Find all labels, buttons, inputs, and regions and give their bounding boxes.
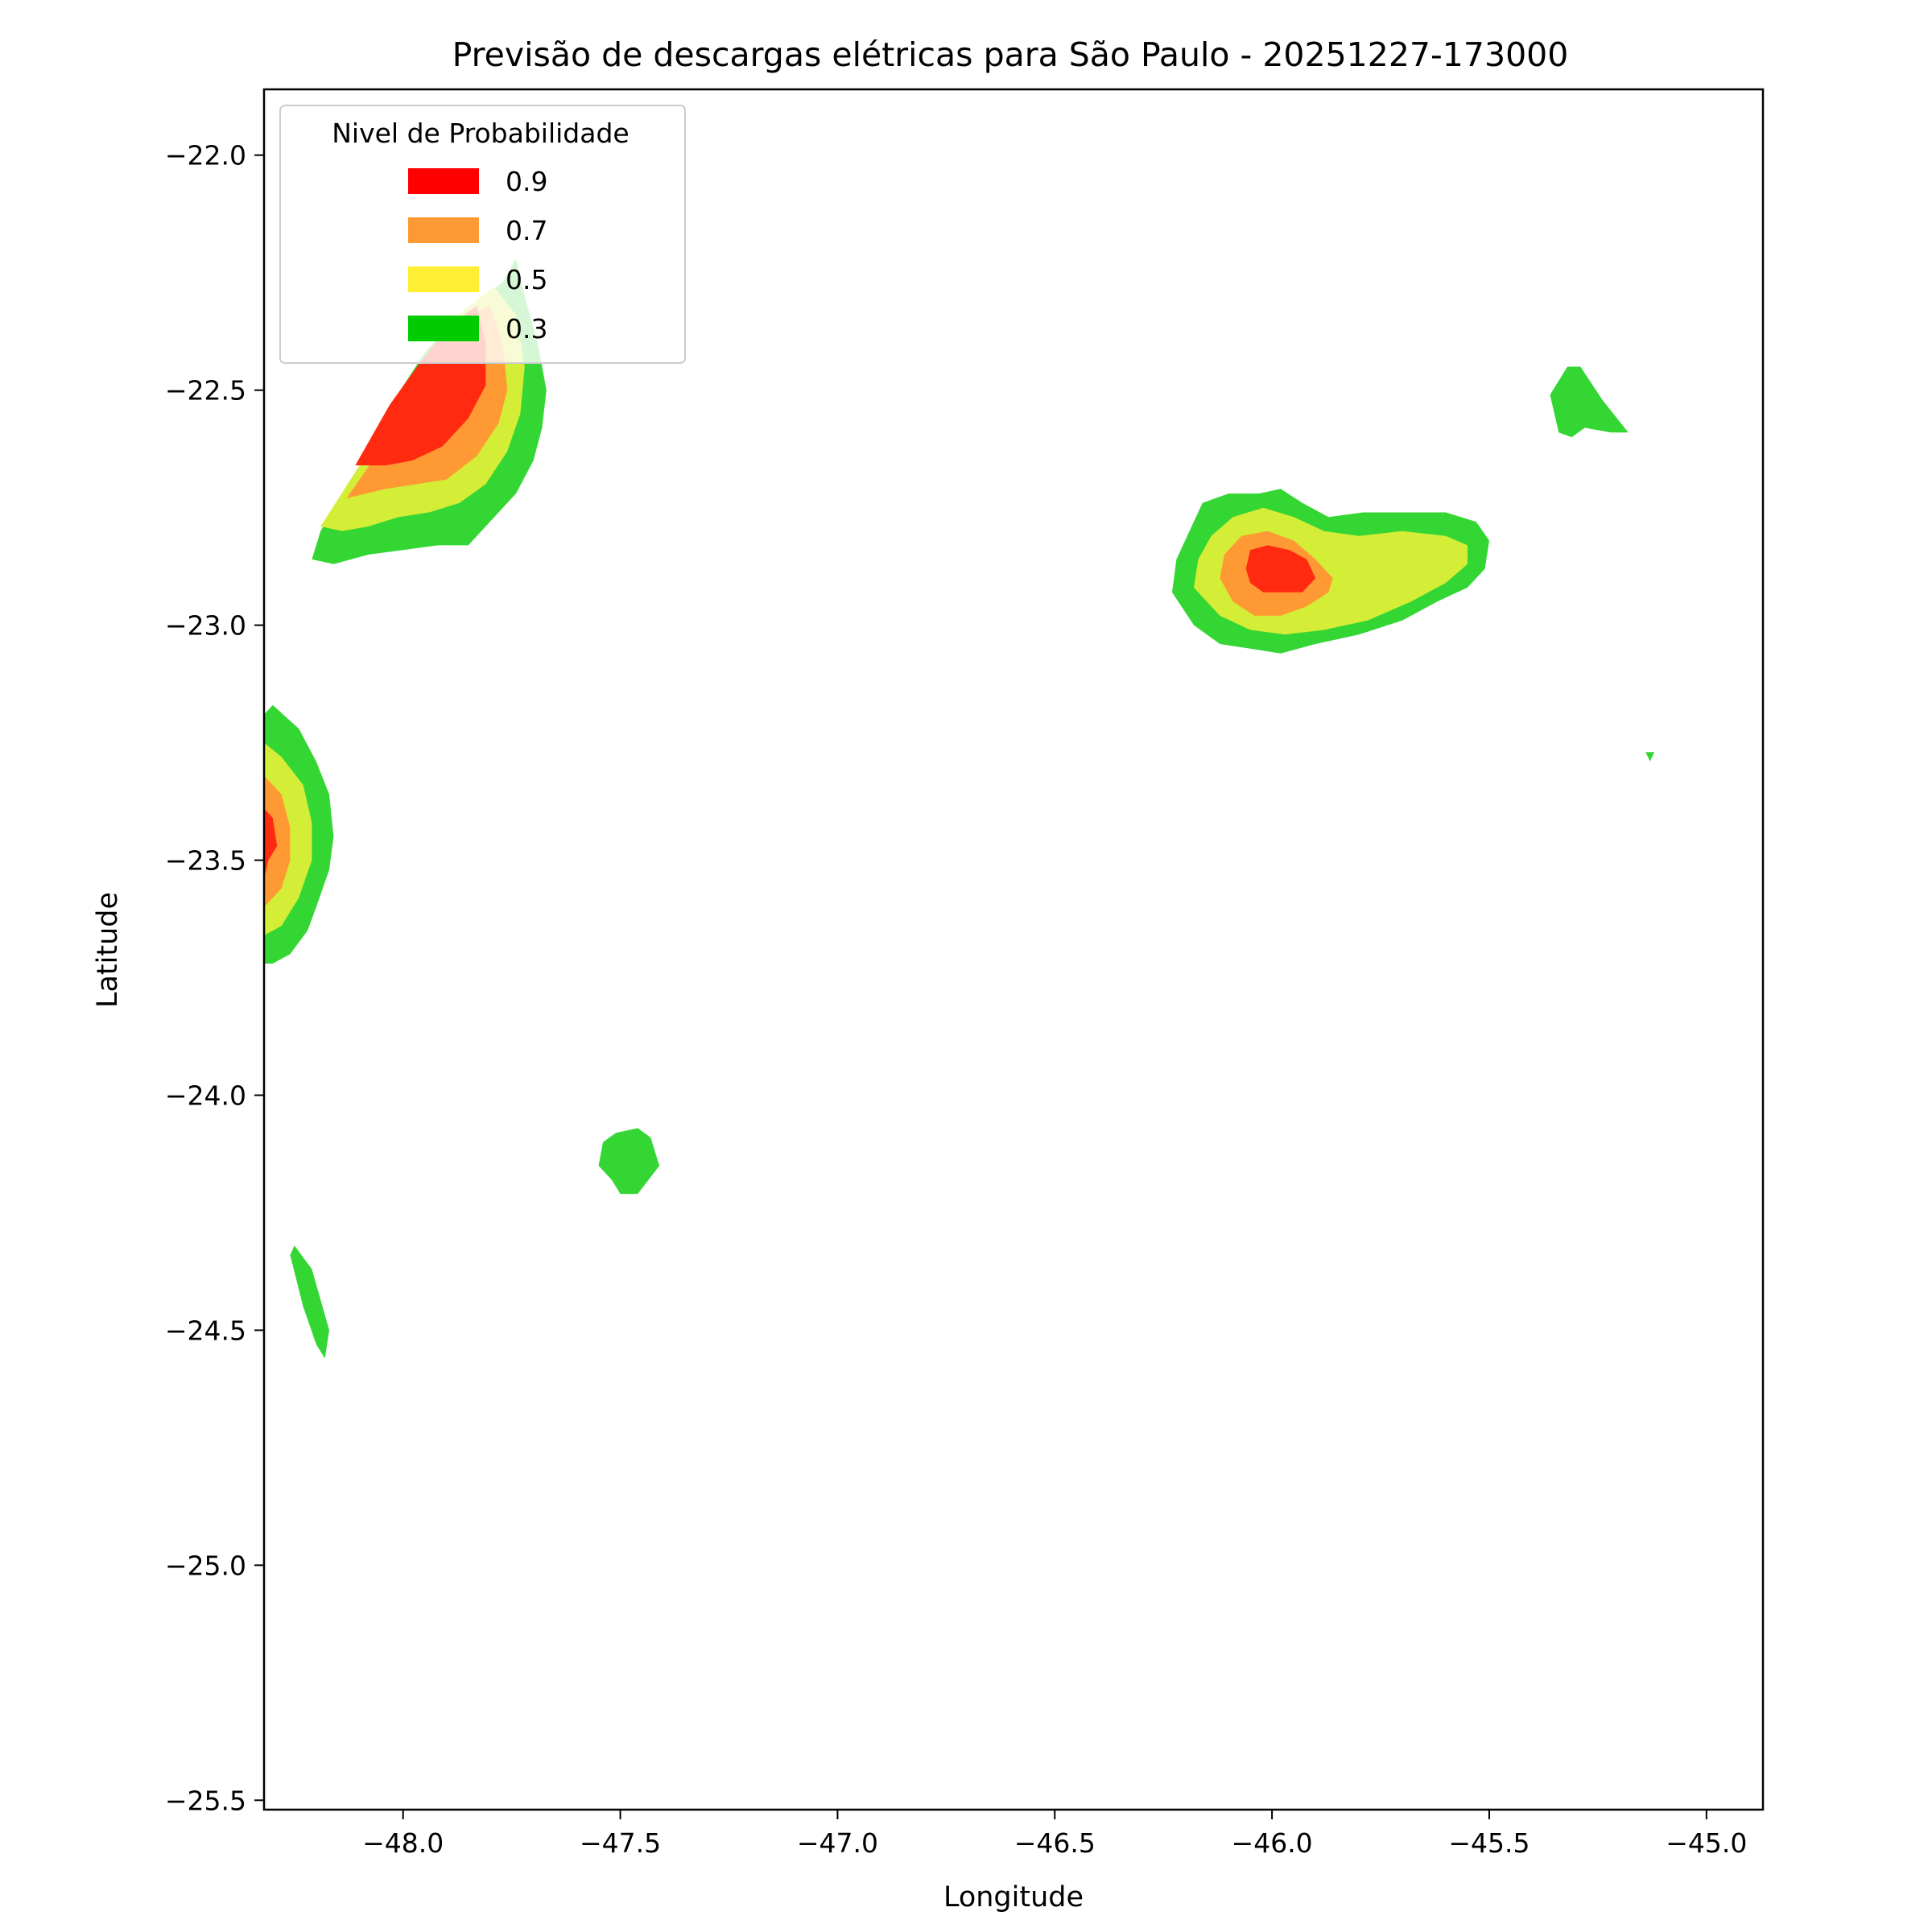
legend-title: Nivel de Probabilidade [332, 118, 629, 149]
legend: Nivel de Probabilidade 0.9 0.7 0.5 0.3 [279, 105, 686, 364]
contour-region-east-cell [1172, 489, 1489, 654]
contour-region-southwest-strip [290, 1245, 329, 1359]
legend-label: 0.7 [506, 215, 547, 246]
contour-region-east-speck [1645, 752, 1655, 762]
legend-box [279, 105, 686, 364]
contour-fill-0.3 [290, 1245, 329, 1359]
legend-label: 0.9 [506, 166, 547, 197]
x-axis-ticks: −48.0 −47.5 −47.0 −46.5 −46.0 −45.5 −45.0 [362, 1810, 1747, 1859]
x-tick-label: −46.0 [1232, 1827, 1313, 1859]
contour-region-northeast-small-cell [1550, 366, 1629, 438]
contour-region-west-edge-cell [264, 704, 334, 964]
contour-fill-0.3 [1550, 366, 1629, 438]
y-tick-label: −24.5 [165, 1315, 246, 1346]
legend-label: 0.5 [506, 264, 547, 295]
y-tick-label: −23.0 [165, 610, 246, 642]
legend-swatch [408, 217, 479, 243]
x-tick-label: −46.5 [1014, 1827, 1096, 1859]
contour-fill-0.9 [264, 808, 278, 879]
x-tick-label: −47.5 [580, 1827, 661, 1859]
x-axis-label: Longitude [943, 1881, 1084, 1913]
plot-frame [262, 88, 1765, 1811]
contour-fill-0.9 [1245, 545, 1316, 592]
x-tick-label: −45.5 [1448, 1827, 1530, 1859]
legend-swatch [408, 168, 479, 194]
chart-title: Previsão de descargas elétricas para São… [452, 35, 1569, 74]
contour-fill-0.7 [264, 775, 291, 907]
y-tick-label: −24.0 [165, 1080, 246, 1112]
contour-fill-0.3 [598, 1128, 660, 1195]
y-tick-label: −25.0 [165, 1550, 246, 1581]
legend-swatch [408, 316, 479, 341]
y-axis-ticks: −22.0 −22.5 −23.0 −23.5 −24.0 −24.5 −25.0 −25.5 [165, 140, 264, 1816]
legend-swatch [408, 266, 479, 292]
contour-fill-0.3 [1645, 752, 1655, 762]
y-tick-label: −22.5 [165, 375, 246, 407]
legend-label: 0.3 [506, 313, 547, 345]
y-tick-label: −22.0 [165, 140, 246, 171]
contour-fills [264, 258, 1655, 1359]
x-tick-label: −48.0 [362, 1827, 444, 1859]
x-tick-label: −47.0 [797, 1827, 878, 1859]
x-tick-label: −45.0 [1666, 1827, 1747, 1859]
y-tick-label: −25.5 [165, 1785, 246, 1816]
y-tick-label: −23.5 [165, 845, 246, 877]
y-axis-label: Latitude [92, 892, 124, 1008]
contour-region-central-small-cell [598, 1128, 660, 1195]
